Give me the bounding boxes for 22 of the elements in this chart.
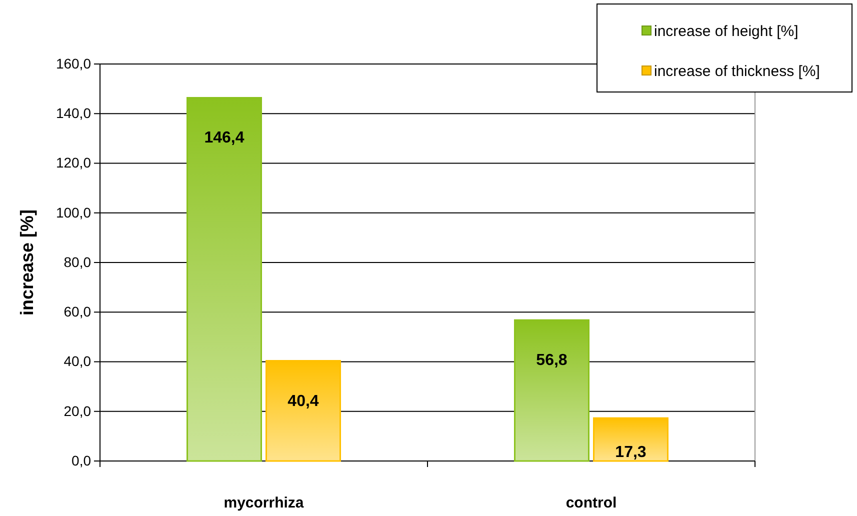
bar bbox=[266, 360, 341, 462]
bar bbox=[514, 319, 590, 462]
y-tick-label: 140,0 bbox=[56, 105, 92, 122]
y-tick-label: 20,0 bbox=[64, 402, 92, 419]
y-tick-label: 100,0 bbox=[56, 204, 92, 220]
data-label: 56,8 bbox=[536, 352, 568, 370]
y-tick-label: 160,0 bbox=[56, 55, 92, 72]
y-tick-label: 40,0 bbox=[64, 353, 92, 370]
bar bbox=[593, 417, 668, 462]
x-tick-label: mycorrhiza bbox=[224, 494, 304, 512]
legend-label: increase of thickness [%] bbox=[654, 63, 820, 80]
data-label: 40,4 bbox=[288, 392, 319, 410]
y-axis-title: increase [%] bbox=[17, 209, 37, 316]
y-tick-label: 80,0 bbox=[64, 254, 92, 270]
legend-label: increase of height [%] bbox=[654, 23, 798, 40]
data-label: 17,3 bbox=[615, 444, 646, 461]
y-tick-label: 0,0 bbox=[72, 452, 92, 468]
y-tick-label: 60,0 bbox=[64, 304, 92, 320]
x-tick-label: control bbox=[566, 494, 617, 512]
bar bbox=[186, 96, 262, 462]
y-tick-label: 120,0 bbox=[56, 154, 92, 171]
data-label: 146,4 bbox=[204, 130, 244, 147]
